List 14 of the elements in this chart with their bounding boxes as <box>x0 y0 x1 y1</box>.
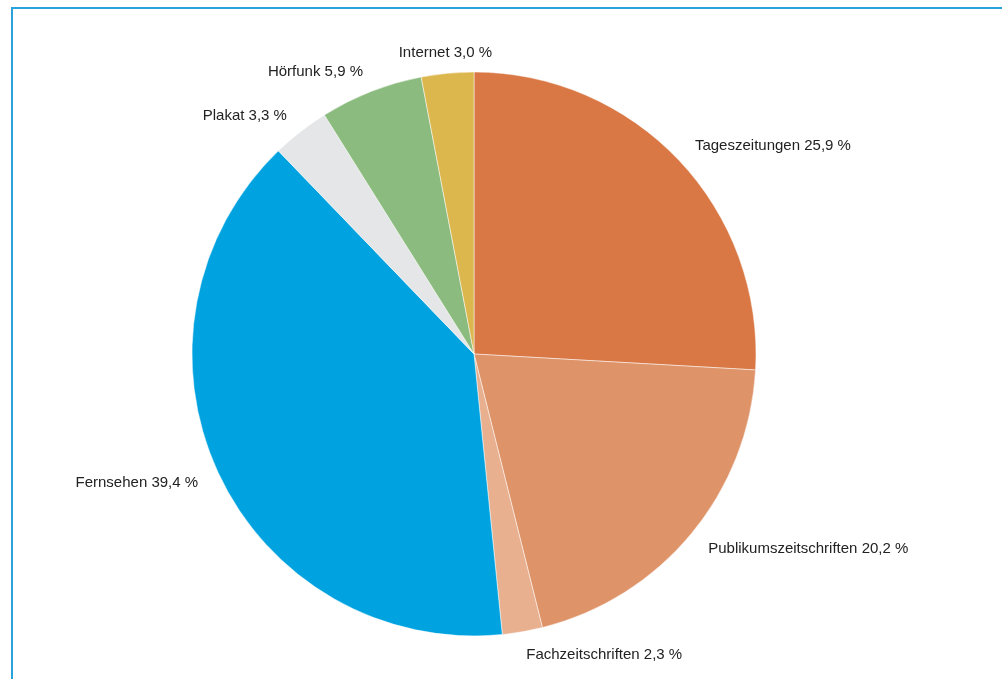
slice-label: Hörfunk <box>267 62 321 80</box>
slice-label: Tageszeitungen <box>694 136 801 154</box>
data-label: 20,2 % <box>861 539 909 557</box>
data-label: 3,3 % <box>248 105 287 123</box>
slice-label: Plakat <box>202 105 245 123</box>
data-label: 25,9 % <box>804 136 851 154</box>
data-label: 39,4 % <box>151 472 199 490</box>
data-label: 3,0 % <box>453 42 493 60</box>
slice-label: Internet <box>398 42 450 60</box>
slice-label: Fernsehen <box>75 472 148 490</box>
slice-label: Publikumszeitschriften <box>708 539 858 557</box>
data-label: 2,3 % <box>643 644 683 662</box>
slice-label: Fachzeitschriften <box>526 644 640 662</box>
data-label: 5,9 % <box>324 62 363 80</box>
